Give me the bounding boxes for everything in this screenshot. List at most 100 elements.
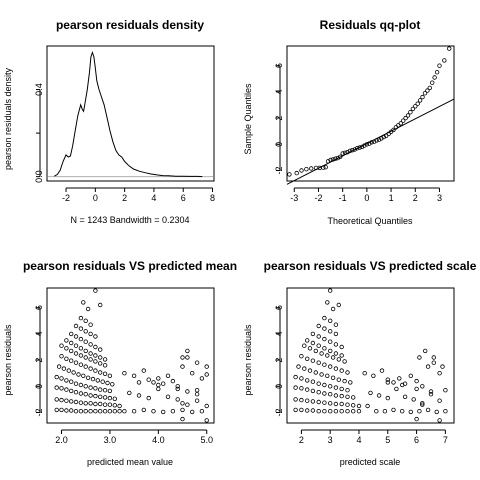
resid-mean-point xyxy=(93,288,98,293)
resid-scale-point xyxy=(316,323,321,329)
resid-mean-point xyxy=(93,393,98,399)
resid-mean-point xyxy=(59,397,64,403)
resid-scale-point xyxy=(299,397,304,403)
resid-scale-point xyxy=(322,382,327,388)
resid-scale-point xyxy=(310,408,316,413)
resid-mean-point xyxy=(78,391,84,396)
resid-mean-point xyxy=(88,401,93,406)
resid-mean-point xyxy=(83,348,88,354)
resid-mean-point xyxy=(54,407,59,413)
resid-scale-point xyxy=(328,384,333,389)
resid-mean-x-tick-label: 2.0 xyxy=(55,435,68,445)
resid-mean-point xyxy=(102,409,108,414)
resid-mean-point xyxy=(117,409,122,414)
qqplot-x-tick-label: 0 xyxy=(364,193,369,203)
resid-scale-point xyxy=(345,394,350,399)
resid-scale-point xyxy=(371,373,376,378)
resid-scale-point xyxy=(342,378,347,384)
resid-mean-point xyxy=(102,371,108,376)
panel-resid-vs-scale: pearson residuals VS predicted scale pre… xyxy=(243,259,477,467)
resid-mean-point xyxy=(93,386,98,391)
resid-mean-point xyxy=(160,381,166,386)
resid-scale-point xyxy=(333,385,339,390)
resid-scale-point xyxy=(322,400,327,405)
resid-mean-xlabel: predicted mean value xyxy=(87,457,173,467)
resid-scale-point xyxy=(391,407,396,413)
resid-scale-point xyxy=(394,386,399,392)
resid-scale-point xyxy=(333,342,339,347)
resid-mean-point xyxy=(68,358,74,363)
resid-mean-point xyxy=(78,382,84,388)
qqplot-point xyxy=(367,141,372,146)
qqplot-point xyxy=(405,113,411,118)
resid-scale-point xyxy=(420,402,425,407)
resid-mean-point xyxy=(68,379,74,384)
resid-scale-point xyxy=(325,300,330,305)
resid-scale-point xyxy=(328,392,333,397)
resid-scale-point xyxy=(443,388,448,393)
resid-mean-point xyxy=(73,343,79,348)
qqplot-point xyxy=(304,166,309,172)
resid-scale-point xyxy=(339,393,344,399)
resid-scale-point xyxy=(328,364,333,369)
density-y-tick-label: 0.0 xyxy=(34,170,44,183)
resid-mean-point xyxy=(97,302,103,308)
qqplot-x-tick-label: -1 xyxy=(339,193,347,203)
resid-scale-point xyxy=(293,374,298,380)
resid-mean-point xyxy=(85,375,91,380)
resid-mean-point xyxy=(59,343,64,348)
resid-mean-point xyxy=(59,376,64,381)
resid-mean-point xyxy=(102,357,108,362)
qqplot-point xyxy=(342,150,348,155)
resid-scale-point xyxy=(437,398,442,403)
resid-scale-x-tick-label: 3 xyxy=(328,435,333,445)
resid-scale-point xyxy=(293,385,298,390)
resid-mean-point xyxy=(59,354,64,359)
qqplot-point xyxy=(381,134,386,140)
qqplot-point xyxy=(299,168,304,173)
resid-mean-point xyxy=(95,378,100,383)
qqplot-point xyxy=(347,148,353,154)
resid-scale-x-tick-label: 4 xyxy=(356,435,361,445)
resid-scale-point xyxy=(333,401,339,407)
resid-scale-point xyxy=(342,359,347,364)
resid-mean-point xyxy=(185,402,190,407)
resid-mean-point xyxy=(194,388,200,393)
qqplot-point xyxy=(430,80,435,85)
resid-mean-point xyxy=(175,397,180,402)
resid-scale-point xyxy=(293,397,298,402)
resid-mean-point xyxy=(112,409,117,414)
resid-mean-point xyxy=(199,376,205,381)
resid-mean-plot-area: 2.0 3.0 4.0 5.0 -2 0 2 4 6 xyxy=(34,287,215,445)
resid-mean-point xyxy=(189,409,195,415)
resid-mean-point xyxy=(122,409,127,414)
resid-scale-point xyxy=(379,368,385,373)
qqplot-point xyxy=(413,104,418,109)
qqplot-point xyxy=(330,157,336,162)
resid-mean-point xyxy=(141,368,146,373)
resid-mean-point xyxy=(131,409,137,414)
resid-mean-point xyxy=(146,377,151,382)
resid-scale-point xyxy=(411,397,416,402)
resid-mean-point xyxy=(97,409,103,414)
resid-mean-point xyxy=(97,387,103,392)
resid-scale-point xyxy=(310,388,316,394)
resid-scale-point xyxy=(351,395,356,400)
resid-mean-point xyxy=(175,386,180,392)
density-x-tick-label: 6 xyxy=(181,193,186,203)
resid-scale-point xyxy=(328,318,333,323)
density-y-tick-label: 0.4 xyxy=(34,83,44,96)
resid-mean-point xyxy=(93,401,98,407)
qqplot-y-tick-label: 6 xyxy=(274,63,284,68)
resid-mean-point xyxy=(199,409,205,414)
resid-scale-point xyxy=(305,356,310,361)
resid-scale-point xyxy=(319,351,324,356)
resid-scale-point xyxy=(417,355,422,360)
resid-mean-point xyxy=(88,357,93,362)
qqplot-x-tick-label: 3 xyxy=(437,193,442,203)
resid-mean-point xyxy=(83,409,88,414)
resid-mean-point xyxy=(81,300,86,305)
resid-scale-point xyxy=(328,409,333,414)
resid-mean-title: pearson residuals VS predicted mean xyxy=(23,259,237,273)
resid-mean-point xyxy=(88,322,93,327)
